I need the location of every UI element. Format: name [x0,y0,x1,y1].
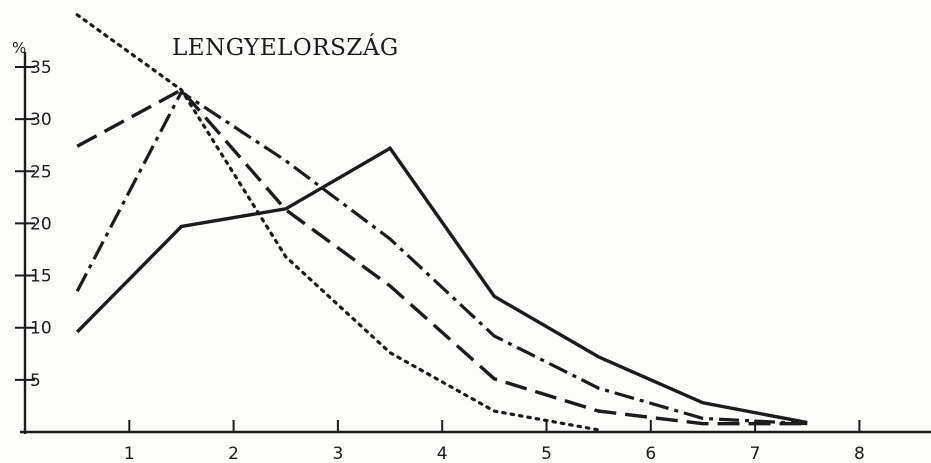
y-tick-label: 20 [30,214,52,234]
series-line-dotted [75,13,601,432]
axes [20,52,931,434]
y-tick-label: 25 [30,162,52,182]
series-line-solid [75,146,808,425]
series-line-dash-dot [75,89,808,426]
y-tick-label: 35 [30,58,52,78]
y-axis-unit: % [12,39,26,57]
x-tick-label: 6 [645,444,656,463]
x-tick-label: 5 [541,444,552,463]
y-tick-label: 15 [30,267,52,287]
x-tick-label: 1 [124,444,135,463]
x-tick-label: 3 [332,444,343,463]
x-tick-label: 4 [437,444,448,463]
series-line-long-dash [76,87,808,426]
x-tick-label: 2 [228,444,239,463]
x-tick-label: 7 [750,444,761,463]
y-tick-label: 30 [30,110,52,130]
x-tick-label: 8 [854,444,865,463]
chart-title: LENGYELORSZÁG [172,34,399,61]
y-tick-label: 5 [30,371,41,391]
ticks: 1 2 3 4 5 6 7 8 5 10 15 20 25 30 35 [15,58,865,463]
series-layer [75,13,808,432]
y-tick-label: 10 [30,319,52,339]
